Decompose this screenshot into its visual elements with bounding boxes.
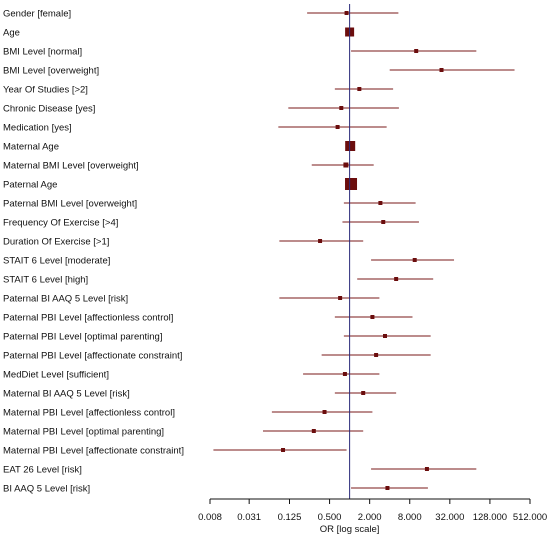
forest-row: STAIT 6 Level [moderate]: [3, 256, 455, 267]
forest-row: Medication [yes]: [3, 123, 387, 134]
x-tick-label: 0.031: [237, 512, 261, 523]
forest-row: Paternal BI AAQ 5 Level [risk]: [3, 294, 380, 305]
row-label: Paternal Age: [3, 180, 57, 191]
row-label: Maternal PBI Level [affectionless contro…: [3, 408, 175, 419]
row-label: Maternal Age: [3, 142, 59, 153]
forest-row: EAT 26 Level [risk]: [3, 465, 477, 476]
row-label: Paternal BI AAQ 5 Level [risk]: [3, 294, 128, 305]
or-marker: [414, 49, 419, 53]
row-label: STAIT 6 Level [moderate]: [3, 256, 110, 267]
forest-row: Paternal Age: [3, 178, 358, 191]
row-label: BI AAQ 5 Level [risk]: [3, 484, 90, 495]
forest-row: Maternal PBI Level [affectionless contro…: [3, 408, 373, 419]
x-tick-label: 0.008: [198, 512, 222, 523]
row-label: Medication [yes]: [3, 123, 72, 134]
forest-row: Maternal PBI Level [affectionate constra…: [3, 446, 347, 457]
row-label: Gender [female]: [3, 9, 71, 20]
row-label: Chronic Disease [yes]: [3, 104, 95, 115]
or-marker: [344, 11, 349, 15]
row-label: STAIT 6 Level [high]: [3, 275, 88, 286]
forest-row: Gender [female]: [3, 9, 399, 20]
or-marker: [383, 334, 388, 338]
row-label: Age: [3, 28, 20, 39]
row-label: EAT 26 Level [risk]: [3, 465, 82, 476]
or-marker: [374, 353, 379, 357]
forest-row: Age: [3, 27, 355, 39]
or-marker: [335, 125, 340, 129]
x-tick-label: 32.000: [435, 512, 464, 523]
x-tick-label: 0.125: [278, 512, 302, 523]
or-marker: [338, 296, 343, 300]
or-marker: [385, 486, 390, 490]
forest-row: Year Of Studies [>2]: [3, 85, 394, 96]
forest-row: Paternal PBI Level [affectionless contro…: [3, 313, 413, 324]
row-label: BMI Level [overweight]: [3, 66, 99, 77]
forest-row: BI AAQ 5 Level [risk]: [3, 484, 428, 495]
or-marker: [378, 201, 383, 205]
row-label: Maternal PBI Level [optimal parenting]: [3, 427, 164, 438]
row-label: Paternal PBI Level [optimal parenting]: [3, 332, 162, 343]
row-label: Paternal PBI Level [affectionless contro…: [3, 313, 173, 324]
forest-row: Maternal BMI Level [overweight]: [3, 161, 374, 172]
row-label: Paternal BMI Level [overweight]: [3, 199, 137, 210]
row-label: Frequency Of Exercise [>4]: [3, 218, 118, 229]
row-label: MedDiet Level [sufficient]: [3, 370, 109, 381]
forest-row: MedDiet Level [sufficient]: [3, 370, 380, 381]
or-marker: [345, 141, 356, 151]
x-axis-title: OR [log scale]: [320, 524, 380, 535]
forest-row: STAIT 6 Level [high]: [3, 275, 434, 286]
forest-row: Frequency Of Exercise [>4]: [3, 218, 419, 229]
forest-row: Paternal BMI Level [overweight]: [3, 199, 416, 210]
x-axis-ticks: 0.008 0.031 0.125 0.500 2.000 8.000 32.000 128.…: [198, 499, 547, 523]
x-axis: 0.008 0.031 0.125 0.500 2.000 8.000 32.000 128.…: [198, 498, 547, 535]
row-label: Duration Of Exercise [>1]: [3, 237, 109, 248]
or-marker: [394, 277, 399, 281]
x-tick-label: 8.000: [398, 512, 422, 523]
x-tick-label: 512.000: [513, 512, 547, 523]
row-label: Maternal BI AAQ 5 Level [risk]: [3, 389, 130, 400]
x-tick-label: 2.000: [358, 512, 382, 523]
or-marker: [424, 467, 429, 471]
row-label: Maternal PBI Level [affectionate constra…: [3, 446, 184, 457]
row-label: BMI Level [normal]: [3, 47, 82, 58]
or-marker: [281, 448, 286, 452]
forest-row: BMI Level [normal]: [3, 47, 477, 58]
forest-row: BMI Level [overweight]: [3, 66, 515, 77]
or-marker: [343, 162, 349, 168]
forest-row: Duration Of Exercise [>1]: [3, 237, 364, 248]
row-label: Paternal PBI Level [affectionate constra…: [3, 351, 182, 362]
forest-row: Paternal PBI Level [affectionate constra…: [3, 351, 431, 362]
row-label: Year Of Studies [>2]: [3, 85, 88, 96]
x-tick-label: 0.500: [318, 512, 342, 523]
or-marker: [357, 87, 362, 91]
or-marker: [370, 315, 375, 319]
forest-row: Paternal PBI Level [optimal parenting]: [3, 332, 431, 343]
forest-rows: Gender [female] Age BMI Level [normal] BMI …: [3, 9, 515, 495]
or-marker: [318, 239, 323, 243]
or-marker: [381, 220, 386, 224]
or-marker: [345, 178, 358, 190]
forest-row: Maternal Age: [3, 141, 356, 153]
or-marker: [342, 372, 347, 376]
forest-row: Chronic Disease [yes]: [3, 104, 399, 115]
or-marker: [339, 106, 344, 110]
row-label: Maternal BMI Level [overweight]: [3, 161, 139, 172]
or-marker: [439, 68, 444, 72]
or-marker: [322, 410, 327, 414]
or-marker: [311, 429, 316, 433]
or-marker: [361, 391, 366, 395]
or-marker: [412, 258, 417, 262]
forest-row: Maternal BI AAQ 5 Level [risk]: [3, 389, 397, 400]
forest-row: Maternal PBI Level [optimal parenting]: [3, 427, 364, 438]
x-tick-label: 128.000: [473, 512, 507, 523]
